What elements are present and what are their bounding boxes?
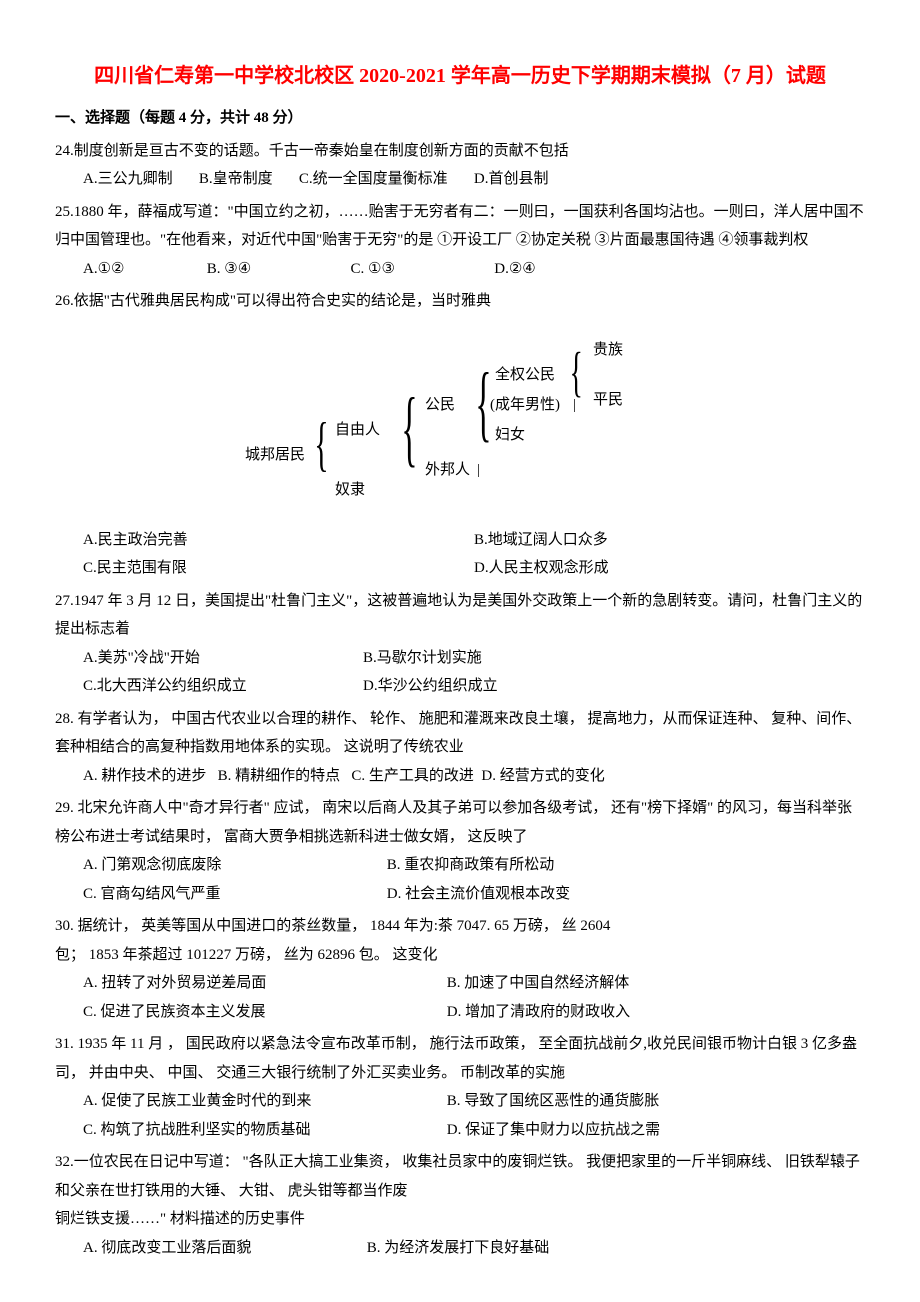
q30-stem2: 包； 1853 年茶超过 101227 万磅， 丝为 62896 包。 这变化 bbox=[55, 941, 865, 970]
q26-opt-a: A.民主政治完善 bbox=[83, 526, 474, 555]
q29-opt-d: D. 社会主流价值观根本改变 bbox=[387, 886, 570, 902]
q27-options-row1: A.美苏"冷战"开始 B.马歇尔计划实施 bbox=[55, 644, 865, 673]
q26-opt-b: B.地域辽阔人口众多 bbox=[474, 526, 865, 555]
q29-opt-a: A. 门第观念彻底废除 bbox=[83, 851, 383, 880]
q25-stem: 25.1880 年，薛福成写道："中国立约之初，……贻害于无穷者有二：一则曰，一… bbox=[55, 198, 865, 255]
node-foreign: 外邦人 bbox=[425, 456, 470, 485]
q25-opt-d: D.②④ bbox=[494, 261, 535, 277]
node-root: 城邦居民 bbox=[245, 441, 305, 470]
brace-4: { bbox=[570, 344, 583, 399]
q28-opt-a: A. 耕作技术的进步 bbox=[83, 768, 206, 784]
q32-opt-b: B. 为经济发展打下良好基础 bbox=[367, 1240, 550, 1256]
q28-opt-b: B. 精耕细作的特点 bbox=[218, 768, 341, 784]
q25-opt-b: B. ③④ bbox=[207, 255, 347, 284]
question-24: 24.制度创新是亘古不变的话题。千古一帝秦始皇在制度创新方面的贡献不包括 A.三… bbox=[55, 137, 865, 194]
q31-stem: 31. 1935 年 11 月 ， 国民政府以紧急法令宣布改革币制， 施行法币政… bbox=[55, 1030, 865, 1087]
q32-opt-a: A. 彻底改变工业落后面貌 bbox=[83, 1234, 363, 1263]
q25-opt-c: C. ①③ bbox=[351, 255, 491, 284]
q27-stem: 27.1947 年 3 月 12 日，美国提出"杜鲁门主义"，这被普遍地认为是美… bbox=[55, 587, 865, 644]
q26-tree-diagram: 城邦居民 { 自由人 奴隶 { 公民 外邦人 | { 全权公民 (成年男性) 妇… bbox=[245, 326, 675, 516]
section-header: 一、选择题（每题 4 分，共计 48 分） bbox=[55, 104, 865, 133]
bar-foreign: | bbox=[477, 456, 480, 485]
q29-stem: 29. 北宋允许商人中"奇才异行者" 应试， 南宋以后商人及其子弟可以参加各级考… bbox=[55, 794, 865, 851]
q26-options-row1: A.民主政治完善 B.地域辽阔人口众多 bbox=[55, 526, 865, 555]
q24-stem: 24.制度创新是亘古不变的话题。千古一帝秦始皇在制度创新方面的贡献不包括 bbox=[55, 137, 865, 166]
q32-options-row1: A. 彻底改变工业落后面貌 B. 为经济发展打下良好基础 bbox=[55, 1234, 865, 1263]
q29-opt-b: B. 重农抑商政策有所松动 bbox=[387, 857, 555, 873]
q30-opt-d: D. 增加了清政府的财政收入 bbox=[447, 1004, 630, 1020]
q25-options: A.①② B. ③④ C. ①③ D.②④ bbox=[55, 255, 865, 284]
q27-opt-c: C.北大西洋公约组织成立 bbox=[83, 672, 363, 701]
q24-opt-c: C.统一全国度量衡标准 bbox=[299, 171, 448, 187]
question-29: 29. 北宋允许商人中"奇才异行者" 应试， 南宋以后商人及其子弟可以参加各级考… bbox=[55, 794, 865, 908]
question-32: 32.一位农民在日记中写道： "各队正大搞工业集资， 收集社员家中的废铜烂铁。 … bbox=[55, 1148, 865, 1262]
q28-options: A. 耕作技术的进步 B. 精耕细作的特点 C. 生产工具的改进 D. 经营方式… bbox=[55, 762, 865, 791]
q30-options-row1: A. 扭转了对外贸易逆差局面 B. 加速了中国自然经济解体 bbox=[55, 969, 865, 998]
q31-options-row1: A. 促使了民族工业黄金时代的到来 B. 导致了国统区恶性的通货膨胀 bbox=[55, 1087, 865, 1116]
bar-adult: | bbox=[573, 391, 576, 420]
q32-stem2: 铜烂铁支援……" 材料描述的历史事件 bbox=[55, 1205, 865, 1234]
question-27: 27.1947 年 3 月 12 日，美国提出"杜鲁门主义"，这被普遍地认为是美… bbox=[55, 587, 865, 701]
q27-opt-a: A.美苏"冷战"开始 bbox=[83, 644, 363, 673]
q27-options-row2: C.北大西洋公约组织成立 D.华沙公约组织成立 bbox=[55, 672, 865, 701]
question-31: 31. 1935 年 11 月 ， 国民政府以紧急法令宣布改革币制， 施行法币政… bbox=[55, 1030, 865, 1144]
question-30: 30. 据统计， 英美等国从中国进口的茶丝数量， 1844 年为:茶 7047.… bbox=[55, 912, 865, 1026]
question-26: 26.依据"古代雅典居民构成"可以得出符合史实的结论是，当时雅典 城邦居民 { … bbox=[55, 287, 865, 583]
node-common: 平民 bbox=[593, 386, 623, 415]
q30-opt-b: B. 加速了中国自然经济解体 bbox=[447, 975, 630, 991]
q24-opt-b: B.皇帝制度 bbox=[199, 171, 273, 187]
document-title: 四川省仁寿第一中学校北校区 2020-2021 学年高一历史下学期期末模拟（7 … bbox=[55, 60, 865, 92]
q26-stem: 26.依据"古代雅典居民构成"可以得出符合史实的结论是，当时雅典 bbox=[55, 287, 865, 316]
q24-options: A.三公九卿制 B.皇帝制度 C.统一全国度量衡标准 D.首创县制 bbox=[55, 165, 865, 194]
q31-options-row2: C. 构筑了抗战胜利坚实的物质基础 D. 保证了集中财力以应抗战之需 bbox=[55, 1116, 865, 1145]
q30-opt-a: A. 扭转了对外贸易逆差局面 bbox=[83, 969, 443, 998]
q26-diagram-wrapper: 城邦居民 { 自由人 奴隶 { 公民 外邦人 | { 全权公民 (成年男性) 妇… bbox=[55, 316, 865, 526]
node-slave: 奴隶 bbox=[335, 476, 365, 505]
brace-1: { bbox=[314, 414, 328, 474]
node-free: 自由人 bbox=[335, 416, 380, 445]
q26-opt-c: C.民主范围有限 bbox=[83, 554, 474, 583]
q27-opt-b: B.马歇尔计划实施 bbox=[363, 644, 754, 673]
node-woman: 妇女 bbox=[495, 421, 525, 450]
q30-opt-c: C. 促进了民族资本主义发展 bbox=[83, 998, 443, 1027]
q29-options-row2: C. 官商勾结风气严重 D. 社会主流价值观根本改变 bbox=[55, 880, 865, 909]
q26-options-row2: C.民主范围有限 D.人民主权观念形成 bbox=[55, 554, 865, 583]
brace-2: { bbox=[401, 386, 417, 471]
q31-opt-b: B. 导致了国统区恶性的通货膨胀 bbox=[447, 1093, 660, 1109]
q27-opt-d: D.华沙公约组织成立 bbox=[363, 672, 754, 701]
node-noble: 贵族 bbox=[593, 336, 623, 365]
node-full: 全权公民 bbox=[495, 361, 555, 390]
q24-opt-a: A.三公九卿制 bbox=[83, 171, 173, 187]
node-citizen: 公民 bbox=[425, 391, 455, 420]
node-adult: (成年男性) bbox=[490, 391, 560, 420]
q28-opt-c: C. 生产工具的改进 bbox=[351, 768, 474, 784]
q28-stem: 28. 有学者认为， 中国古代农业以合理的耕作、 轮作、 施肥和灌溉来改良土壤，… bbox=[55, 705, 865, 762]
q31-opt-a: A. 促使了民族工业黄金时代的到来 bbox=[83, 1087, 443, 1116]
q29-opt-c: C. 官商勾结风气严重 bbox=[83, 880, 383, 909]
q30-options-row2: C. 促进了民族资本主义发展 D. 增加了清政府的财政收入 bbox=[55, 998, 865, 1027]
q30-stem1: 30. 据统计， 英美等国从中国进口的茶丝数量， 1844 年为:茶 7047.… bbox=[55, 912, 865, 941]
q25-opt-a: A.①② bbox=[83, 255, 203, 284]
q28-opt-d: D. 经营方式的变化 bbox=[481, 768, 604, 784]
q31-opt-d: D. 保证了集中财力以应抗战之需 bbox=[447, 1122, 660, 1138]
question-25: 25.1880 年，薛福成写道："中国立约之初，……贻害于无穷者有二：一则曰，一… bbox=[55, 198, 865, 284]
q29-options-row1: A. 门第观念彻底废除 B. 重农抑商政策有所松动 bbox=[55, 851, 865, 880]
q31-opt-c: C. 构筑了抗战胜利坚实的物质基础 bbox=[83, 1116, 443, 1145]
question-28: 28. 有学者认为， 中国古代农业以合理的耕作、 轮作、 施肥和灌溉来改良土壤，… bbox=[55, 705, 865, 791]
q24-opt-d: D.首创县制 bbox=[474, 171, 549, 187]
q32-stem1: 32.一位农民在日记中写道： "各队正大搞工业集资， 收集社员家中的废铜烂铁。 … bbox=[55, 1148, 865, 1205]
q26-opt-d: D.人民主权观念形成 bbox=[474, 554, 865, 583]
